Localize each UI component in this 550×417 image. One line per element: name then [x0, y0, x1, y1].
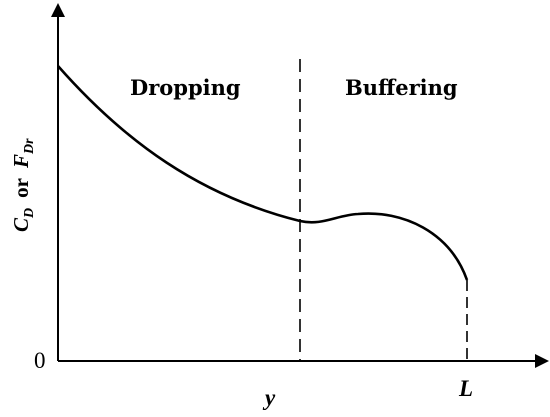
y-axis-label: CDor FDr	[9, 138, 37, 232]
y-label-c-sub: D	[22, 208, 37, 219]
y-label-f: F	[9, 154, 33, 169]
y-label-c: C	[9, 217, 33, 232]
origin-label: 0	[34, 348, 46, 373]
y-label-f-sub: Dr	[22, 138, 37, 155]
y-label-or: or	[9, 178, 33, 198]
x-mark-y: y	[262, 385, 276, 410]
buffering-label: Buffering	[345, 75, 458, 100]
profile-curve	[57, 65, 469, 281]
dropping-label: Dropping	[130, 75, 241, 100]
x-mark-L: L	[458, 376, 473, 401]
